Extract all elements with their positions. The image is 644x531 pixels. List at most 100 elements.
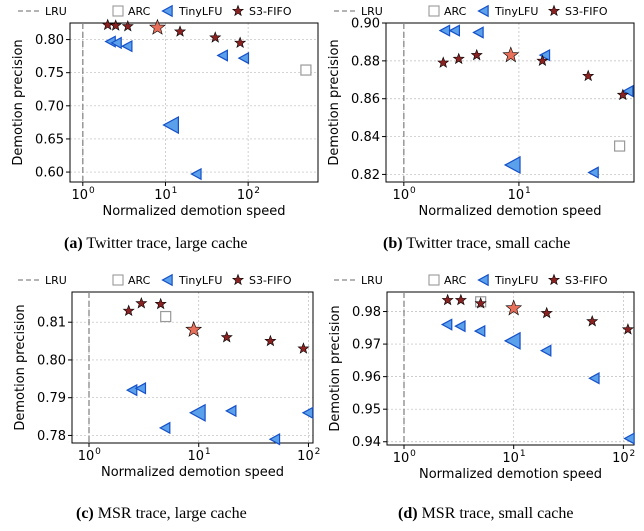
legend-arc-marker xyxy=(112,274,124,286)
legend-arc-label: ARC xyxy=(128,5,151,18)
s3fifo-point xyxy=(502,46,520,63)
legend-s3fifo-marker xyxy=(547,273,561,286)
arc-point xyxy=(160,310,172,323)
s3fifo-point xyxy=(474,297,487,309)
tinylfu-point xyxy=(503,155,521,175)
caption-d: (d) MSR trace, small cache xyxy=(398,505,574,522)
x-tick-exponent: 1 xyxy=(205,447,211,457)
y-tick-label: 0.84 xyxy=(351,130,380,145)
y-tick-label: 0.80 xyxy=(37,353,66,368)
x-tick-exponent: 0 xyxy=(410,449,416,459)
y-tick-label: 0.60 xyxy=(35,166,64,181)
caption-c: (c) MSR trace, large cache xyxy=(76,505,247,522)
tinylfu-point xyxy=(188,403,206,422)
legend-tinylfu-label: TinyLFU xyxy=(178,274,222,287)
s3fifo-point xyxy=(297,342,310,354)
y-tick-label: 0.82 xyxy=(351,168,380,183)
legend-arc-label: ARC xyxy=(128,274,151,287)
y-tick-label: 0.95 xyxy=(352,403,381,418)
tinylfu-point xyxy=(587,166,599,179)
legend-lru-label: LRU xyxy=(361,5,383,18)
x-axis-label: Normalized demotion speed xyxy=(101,465,284,480)
legend-arc-marker xyxy=(428,274,440,286)
tinylfu-point xyxy=(125,383,138,397)
tinylfu-point xyxy=(225,404,237,418)
tinylfu-point xyxy=(190,167,202,181)
legend-s3fifo-marker xyxy=(231,273,245,286)
tinylfu-point xyxy=(121,39,133,53)
y-tick-label: 0.65 xyxy=(35,132,64,147)
s3fifo-point xyxy=(621,323,634,335)
legend-s3fifo-marker xyxy=(231,4,245,17)
tinylfu-point xyxy=(454,319,466,333)
legend-tinylfu-label: TinyLFU xyxy=(494,5,538,18)
y-tick-label: 0.78 xyxy=(37,429,66,444)
tinylfu-point xyxy=(162,115,179,135)
legend-tinylfu-marker xyxy=(161,273,173,287)
legend-lru-label: LRU xyxy=(45,274,67,287)
x-tick-exponent: 1 xyxy=(525,186,531,196)
s3fifo-point xyxy=(220,330,233,343)
legend-arc-label: ARC xyxy=(444,5,467,18)
s3fifo-point xyxy=(234,36,247,49)
y-tick-label: 0.75 xyxy=(35,66,64,81)
tinylfu-point xyxy=(538,48,551,62)
x-tick-label: 10 xyxy=(612,451,629,466)
plot-frame xyxy=(385,22,635,183)
x-tick-exponent: 1 xyxy=(172,186,178,196)
tinylfu-point xyxy=(237,51,250,65)
y-tick-label: 0.98 xyxy=(352,305,381,320)
legend: LRU ARC TinyLFU S3-FIFO xyxy=(334,4,608,18)
legend-tinylfu-label: TinyLFU xyxy=(494,274,538,287)
s3fifo-point xyxy=(122,304,135,317)
x-tick-exponent: 2 xyxy=(254,186,260,196)
s3fifo-point xyxy=(264,334,277,347)
legend: LRU ARC TinyLFU S3-FIFO xyxy=(18,273,292,287)
plot-frame xyxy=(386,291,635,446)
y-axis-label: Demotion precision xyxy=(327,39,342,165)
arc-point xyxy=(614,140,626,152)
s3fifo-point xyxy=(505,299,523,316)
legend-arc-label: ARC xyxy=(444,274,467,287)
tinylfu-point xyxy=(110,36,122,50)
legend-s3fifo-label: S3-FIFO xyxy=(249,5,292,18)
tinylfu-point xyxy=(440,318,453,331)
tinylfu-point xyxy=(539,344,552,357)
legend-tinylfu-marker xyxy=(477,273,489,287)
x-tick-label: 10 xyxy=(78,449,95,464)
legend-s3fifo-marker xyxy=(547,4,561,17)
s3fifo-point xyxy=(209,31,222,43)
x-tick-label: 10 xyxy=(187,449,204,464)
legend-s3fifo-label: S3-FIFO xyxy=(565,274,608,287)
x-tick-exponent: 0 xyxy=(95,447,101,457)
tinylfu-point xyxy=(472,26,484,39)
legend-s3fifo-label: S3-FIFO xyxy=(249,274,292,287)
x-axis-label: Normalized demotion speed xyxy=(102,204,285,219)
x-tick-label: 10 xyxy=(502,451,519,466)
x-tick-label: 10 xyxy=(393,188,410,203)
s3fifo-point xyxy=(441,293,454,306)
y-tick-label: 0.79 xyxy=(37,391,66,406)
y-axis-label: Demotion precision xyxy=(11,39,26,165)
x-tick-label: 10 xyxy=(72,188,89,203)
x-tick-exponent: 2 xyxy=(315,447,321,457)
s3fifo-point xyxy=(154,297,167,310)
x-axis-label: Normalized demotion speed xyxy=(418,204,601,219)
x-tick-exponent: 0 xyxy=(89,186,95,196)
x-tick-exponent: 1 xyxy=(520,449,526,459)
s3fifo-point xyxy=(540,306,553,319)
s3fifo-point xyxy=(173,25,187,37)
x-tick-exponent: 2 xyxy=(630,449,636,459)
s3fifo-point xyxy=(454,293,467,306)
y-tick-label: 0.97 xyxy=(352,338,381,353)
y-tick-label: 0.88 xyxy=(351,54,380,69)
tinylfu-point xyxy=(503,331,521,350)
tinylfu-point xyxy=(438,24,451,37)
legend-tinylfu-label: TinyLFU xyxy=(178,5,222,18)
tinylfu-point xyxy=(216,49,228,62)
plot-frame xyxy=(71,291,314,444)
s3fifo-point xyxy=(185,320,203,337)
